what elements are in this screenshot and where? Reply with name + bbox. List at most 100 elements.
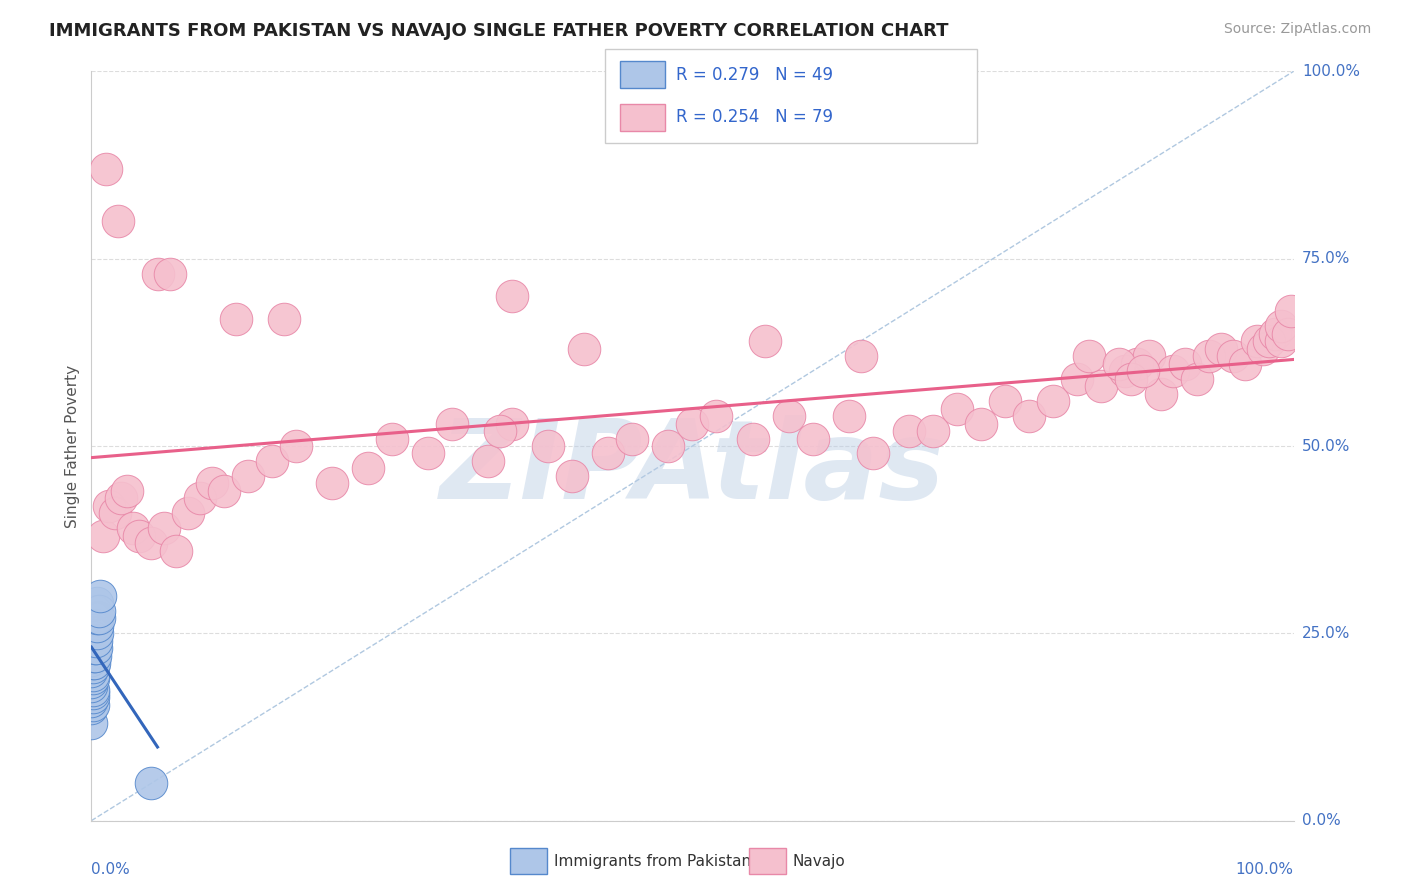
Point bbox=[188, 491, 211, 506]
Point bbox=[82, 657, 104, 671]
Point bbox=[477, 454, 499, 468]
Point bbox=[82, 630, 104, 644]
Point bbox=[778, 409, 800, 423]
Point bbox=[82, 623, 104, 637]
Point bbox=[80, 701, 103, 715]
Point bbox=[537, 439, 560, 453]
Point bbox=[1132, 364, 1154, 378]
Point bbox=[838, 409, 860, 423]
Point bbox=[1279, 304, 1302, 318]
Point bbox=[849, 349, 872, 363]
Point bbox=[82, 641, 104, 656]
Point bbox=[1246, 334, 1268, 348]
Point bbox=[1137, 349, 1160, 363]
Point bbox=[84, 633, 107, 648]
Point bbox=[128, 529, 150, 543]
Point bbox=[440, 417, 463, 431]
Point bbox=[89, 589, 111, 603]
Point bbox=[117, 483, 139, 498]
Text: 100.0%: 100.0% bbox=[1302, 64, 1360, 78]
Point bbox=[82, 667, 104, 681]
Point bbox=[501, 417, 523, 431]
Point bbox=[83, 633, 105, 648]
Point bbox=[1234, 357, 1257, 371]
Point bbox=[82, 690, 104, 704]
Point bbox=[574, 342, 596, 356]
Point bbox=[416, 446, 439, 460]
Point bbox=[80, 664, 103, 678]
Point bbox=[82, 633, 104, 648]
Point bbox=[165, 544, 187, 558]
Point bbox=[87, 604, 110, 618]
Text: Navajo: Navajo bbox=[793, 854, 846, 869]
Point bbox=[621, 432, 644, 446]
Point bbox=[83, 626, 105, 640]
Point bbox=[1018, 409, 1040, 423]
Point bbox=[104, 507, 127, 521]
Point bbox=[1066, 371, 1088, 385]
Point bbox=[598, 446, 620, 460]
Point bbox=[122, 521, 145, 535]
Point bbox=[1078, 349, 1101, 363]
Point bbox=[381, 432, 404, 446]
Point bbox=[801, 432, 824, 446]
Point bbox=[82, 698, 104, 712]
Point bbox=[1270, 334, 1292, 348]
Point bbox=[93, 529, 115, 543]
Point bbox=[94, 161, 117, 176]
Point bbox=[212, 483, 235, 498]
Text: R = 0.254   N = 79: R = 0.254 N = 79 bbox=[676, 108, 834, 126]
Point bbox=[225, 311, 247, 326]
Point bbox=[1121, 371, 1143, 385]
Text: IMMIGRANTS FROM PAKISTAN VS NAVAJO SINGLE FATHER POVERTY CORRELATION CHART: IMMIGRANTS FROM PAKISTAN VS NAVAJO SINGL… bbox=[49, 22, 949, 40]
Point bbox=[83, 611, 105, 625]
Point bbox=[357, 461, 380, 475]
Point bbox=[1277, 326, 1299, 341]
Text: 75.0%: 75.0% bbox=[1302, 252, 1350, 266]
Point bbox=[98, 499, 121, 513]
Point bbox=[110, 491, 132, 506]
Point bbox=[84, 633, 107, 648]
Point bbox=[80, 675, 103, 690]
Point bbox=[1187, 371, 1209, 385]
Point bbox=[897, 424, 920, 438]
Point bbox=[159, 267, 181, 281]
Point bbox=[1270, 319, 1292, 334]
Point bbox=[80, 652, 103, 666]
Text: 0.0%: 0.0% bbox=[1302, 814, 1340, 828]
Point bbox=[561, 469, 583, 483]
Point bbox=[82, 660, 104, 674]
Point bbox=[86, 626, 108, 640]
Point bbox=[82, 648, 104, 663]
Point bbox=[1042, 394, 1064, 409]
Point bbox=[83, 657, 105, 671]
Point bbox=[84, 604, 107, 618]
Point bbox=[501, 289, 523, 303]
Point bbox=[741, 432, 763, 446]
Point bbox=[1126, 357, 1149, 371]
Point bbox=[681, 417, 703, 431]
Point bbox=[489, 424, 512, 438]
Point bbox=[1114, 364, 1136, 378]
Point bbox=[994, 394, 1017, 409]
Point bbox=[657, 439, 679, 453]
Point bbox=[141, 776, 163, 790]
Point bbox=[84, 648, 107, 663]
Point bbox=[141, 536, 163, 550]
Point bbox=[1150, 386, 1173, 401]
Point bbox=[176, 507, 198, 521]
Point bbox=[82, 671, 104, 685]
Point bbox=[260, 454, 283, 468]
Point bbox=[83, 619, 105, 633]
Point bbox=[1253, 342, 1275, 356]
Point bbox=[82, 645, 104, 659]
Point bbox=[80, 694, 103, 708]
Text: 50.0%: 50.0% bbox=[1302, 439, 1350, 453]
Point bbox=[84, 619, 107, 633]
Point bbox=[1198, 349, 1220, 363]
Point bbox=[84, 619, 107, 633]
Point bbox=[1161, 364, 1184, 378]
Text: Immigrants from Pakistan: Immigrants from Pakistan bbox=[554, 854, 751, 869]
Point bbox=[84, 611, 107, 625]
Text: R = 0.279   N = 49: R = 0.279 N = 49 bbox=[676, 66, 834, 84]
